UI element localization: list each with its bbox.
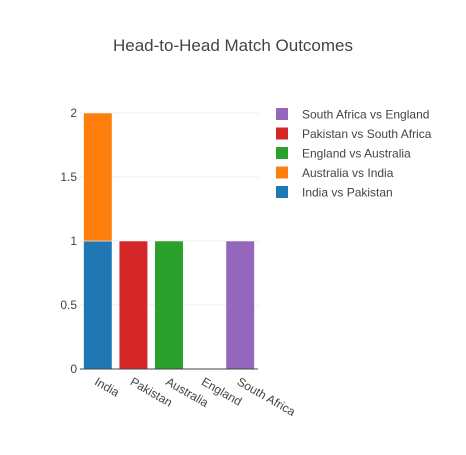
legend-swatch xyxy=(276,127,288,140)
legend-label: South Africa vs England xyxy=(302,108,429,122)
y-tick-label: 2 xyxy=(70,106,77,120)
bar-india-series-0[interactable] xyxy=(83,240,113,370)
x-tick-label: South Africa xyxy=(235,374,298,419)
legend-item[interactable]: India vs Pakistan xyxy=(276,186,393,200)
legend-item[interactable]: Australia vs India xyxy=(276,166,394,180)
legend-label: Australia vs India xyxy=(302,166,394,180)
x-tick-label: India xyxy=(92,374,122,399)
legend-item[interactable]: Pakistan vs South Africa xyxy=(276,127,432,141)
legend-item[interactable]: South Africa vs England xyxy=(276,108,429,122)
y-tick-label: 1.5 xyxy=(60,170,77,184)
bar-australia-series-2[interactable] xyxy=(154,240,184,370)
y-tick-label: 0 xyxy=(70,362,77,376)
legend-swatch xyxy=(276,147,288,159)
chart-title: Head-to-Head Match Outcomes xyxy=(113,36,353,55)
legend-label: England vs Australia xyxy=(302,147,411,161)
y-tick-label: 0.5 xyxy=(60,298,77,312)
legend-swatch xyxy=(276,186,288,198)
bar-south-africa-series-4[interactable] xyxy=(225,240,255,370)
legend-label: Pakistan vs South Africa xyxy=(302,127,432,141)
bar-india-series-1[interactable] xyxy=(83,112,113,242)
legend-swatch xyxy=(276,166,288,179)
bars xyxy=(83,112,255,370)
bar-pakistan-series-3[interactable] xyxy=(118,240,148,370)
legend-label: India vs Pakistan xyxy=(302,186,393,200)
legend[interactable]: South Africa vs England Pakistan vs South… xyxy=(276,108,432,200)
legend-swatch xyxy=(276,108,288,120)
y-tick-label: 1 xyxy=(70,234,77,248)
legend-item[interactable]: England vs Australia xyxy=(276,147,411,161)
